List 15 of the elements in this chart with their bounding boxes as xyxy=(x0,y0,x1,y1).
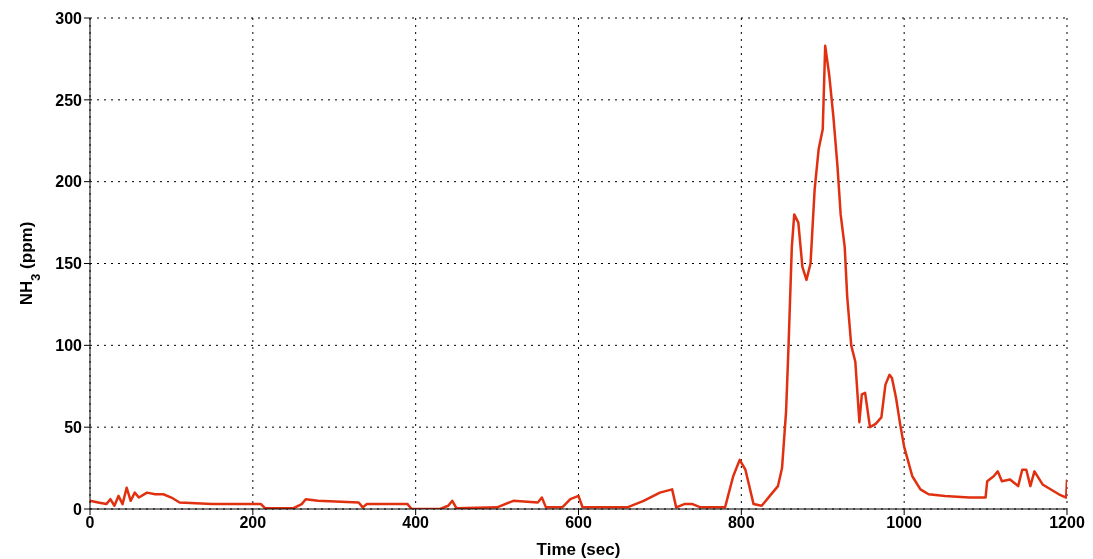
x-tick-label: 200 xyxy=(239,514,267,532)
x-tick-label: 1200 xyxy=(1049,514,1085,532)
x-tick-label: 600 xyxy=(565,514,592,532)
y-tick-label: 0 xyxy=(73,500,83,518)
x-tick-label: 1000 xyxy=(886,514,923,532)
y-tick-label: 200 xyxy=(55,173,83,191)
x-axis-title: Time (sec) xyxy=(536,540,621,559)
y-tick-label: 300 xyxy=(55,9,83,27)
x-tick-label: 800 xyxy=(727,514,755,532)
x-tick-label: 400 xyxy=(402,514,430,532)
x-tick-label: 0 xyxy=(85,514,95,532)
y-tick-label: 50 xyxy=(64,418,83,436)
y-tick-label: 150 xyxy=(55,255,83,273)
y-tick-label: 250 xyxy=(55,91,83,109)
y-tick-label: 100 xyxy=(55,337,83,355)
